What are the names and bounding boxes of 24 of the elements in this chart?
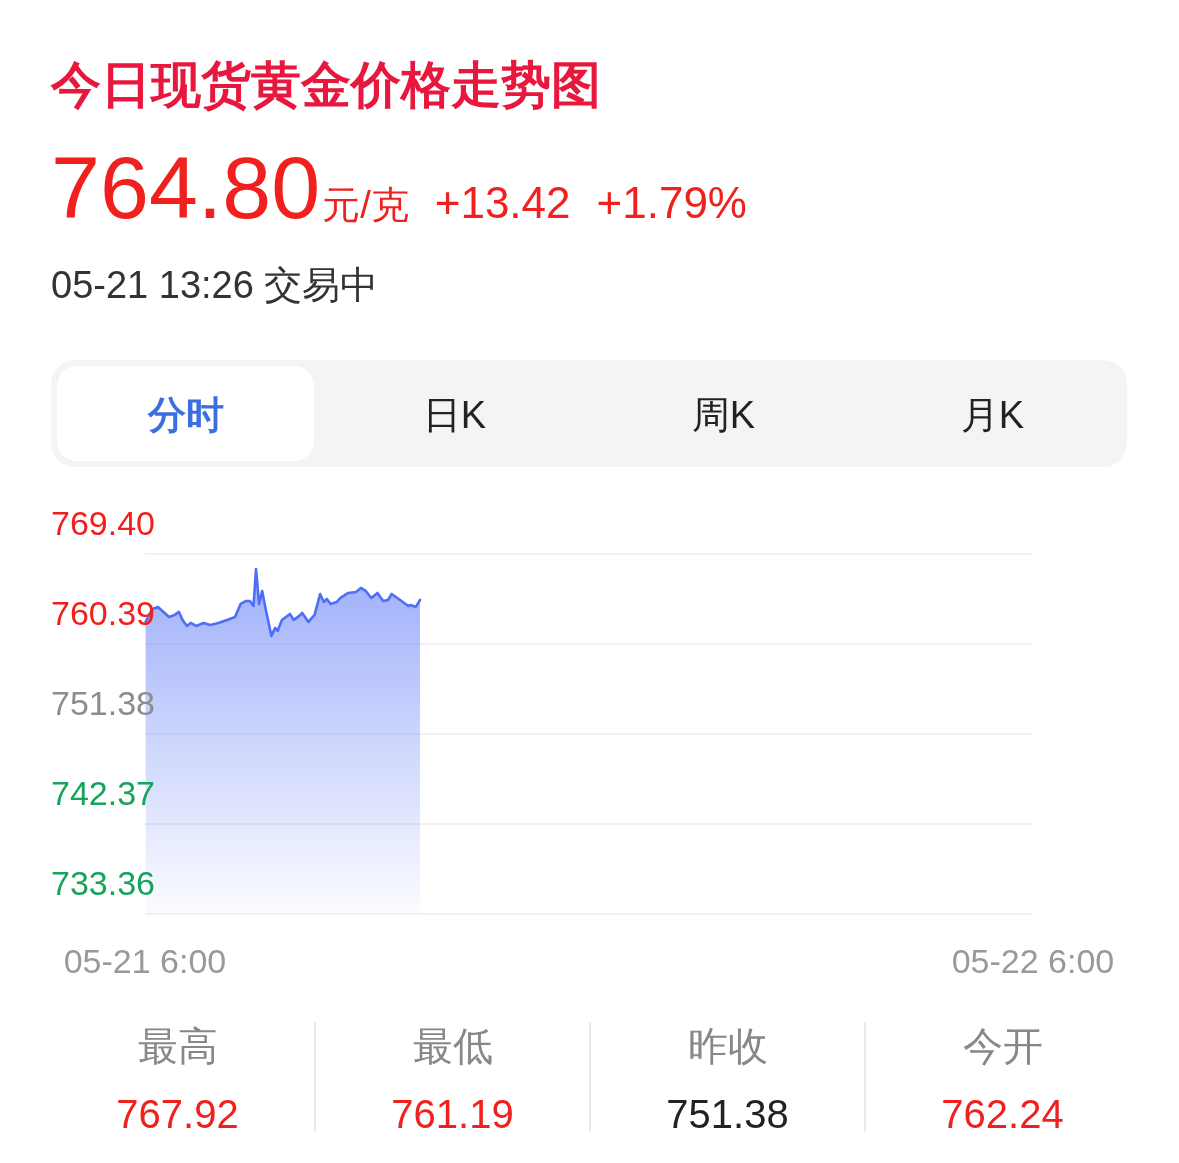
category-label: 最低 [412, 1024, 493, 1068]
text: 分时 [146, 394, 224, 436]
text: 元/克 [322, 184, 409, 226]
x-tick-label: 05-21 6:00 [63, 942, 227, 980]
data-label: 767.92 [116, 1092, 239, 1136]
y-tick-label: 733.36 [51, 864, 155, 902]
data-label: 761.19 [391, 1092, 514, 1136]
data-label: 762.24 [941, 1092, 1064, 1136]
y-tick-label: 751.38 [51, 684, 155, 722]
text: +1.79% [596, 178, 747, 227]
text: 日K [422, 394, 487, 436]
y-tick-label: 769.40 [51, 504, 155, 542]
text: +13.42 [434, 178, 571, 227]
y-tick-label: 742.37 [51, 774, 155, 812]
text: 今日现货黄金价格走势图 [50, 57, 601, 113]
x-tick-label: 05-22 6:00 [951, 942, 1115, 980]
category-label: 最高 [137, 1024, 218, 1068]
text: 764.80 [51, 138, 321, 237]
text: 05-21 13:26 交易中 [51, 264, 379, 306]
text: 月K [960, 394, 1025, 436]
category-label: 昨收 [687, 1024, 768, 1068]
category-label: 今开 [962, 1024, 1043, 1068]
text: 周K [691, 394, 756, 436]
data-label: 751.38 [666, 1092, 789, 1136]
